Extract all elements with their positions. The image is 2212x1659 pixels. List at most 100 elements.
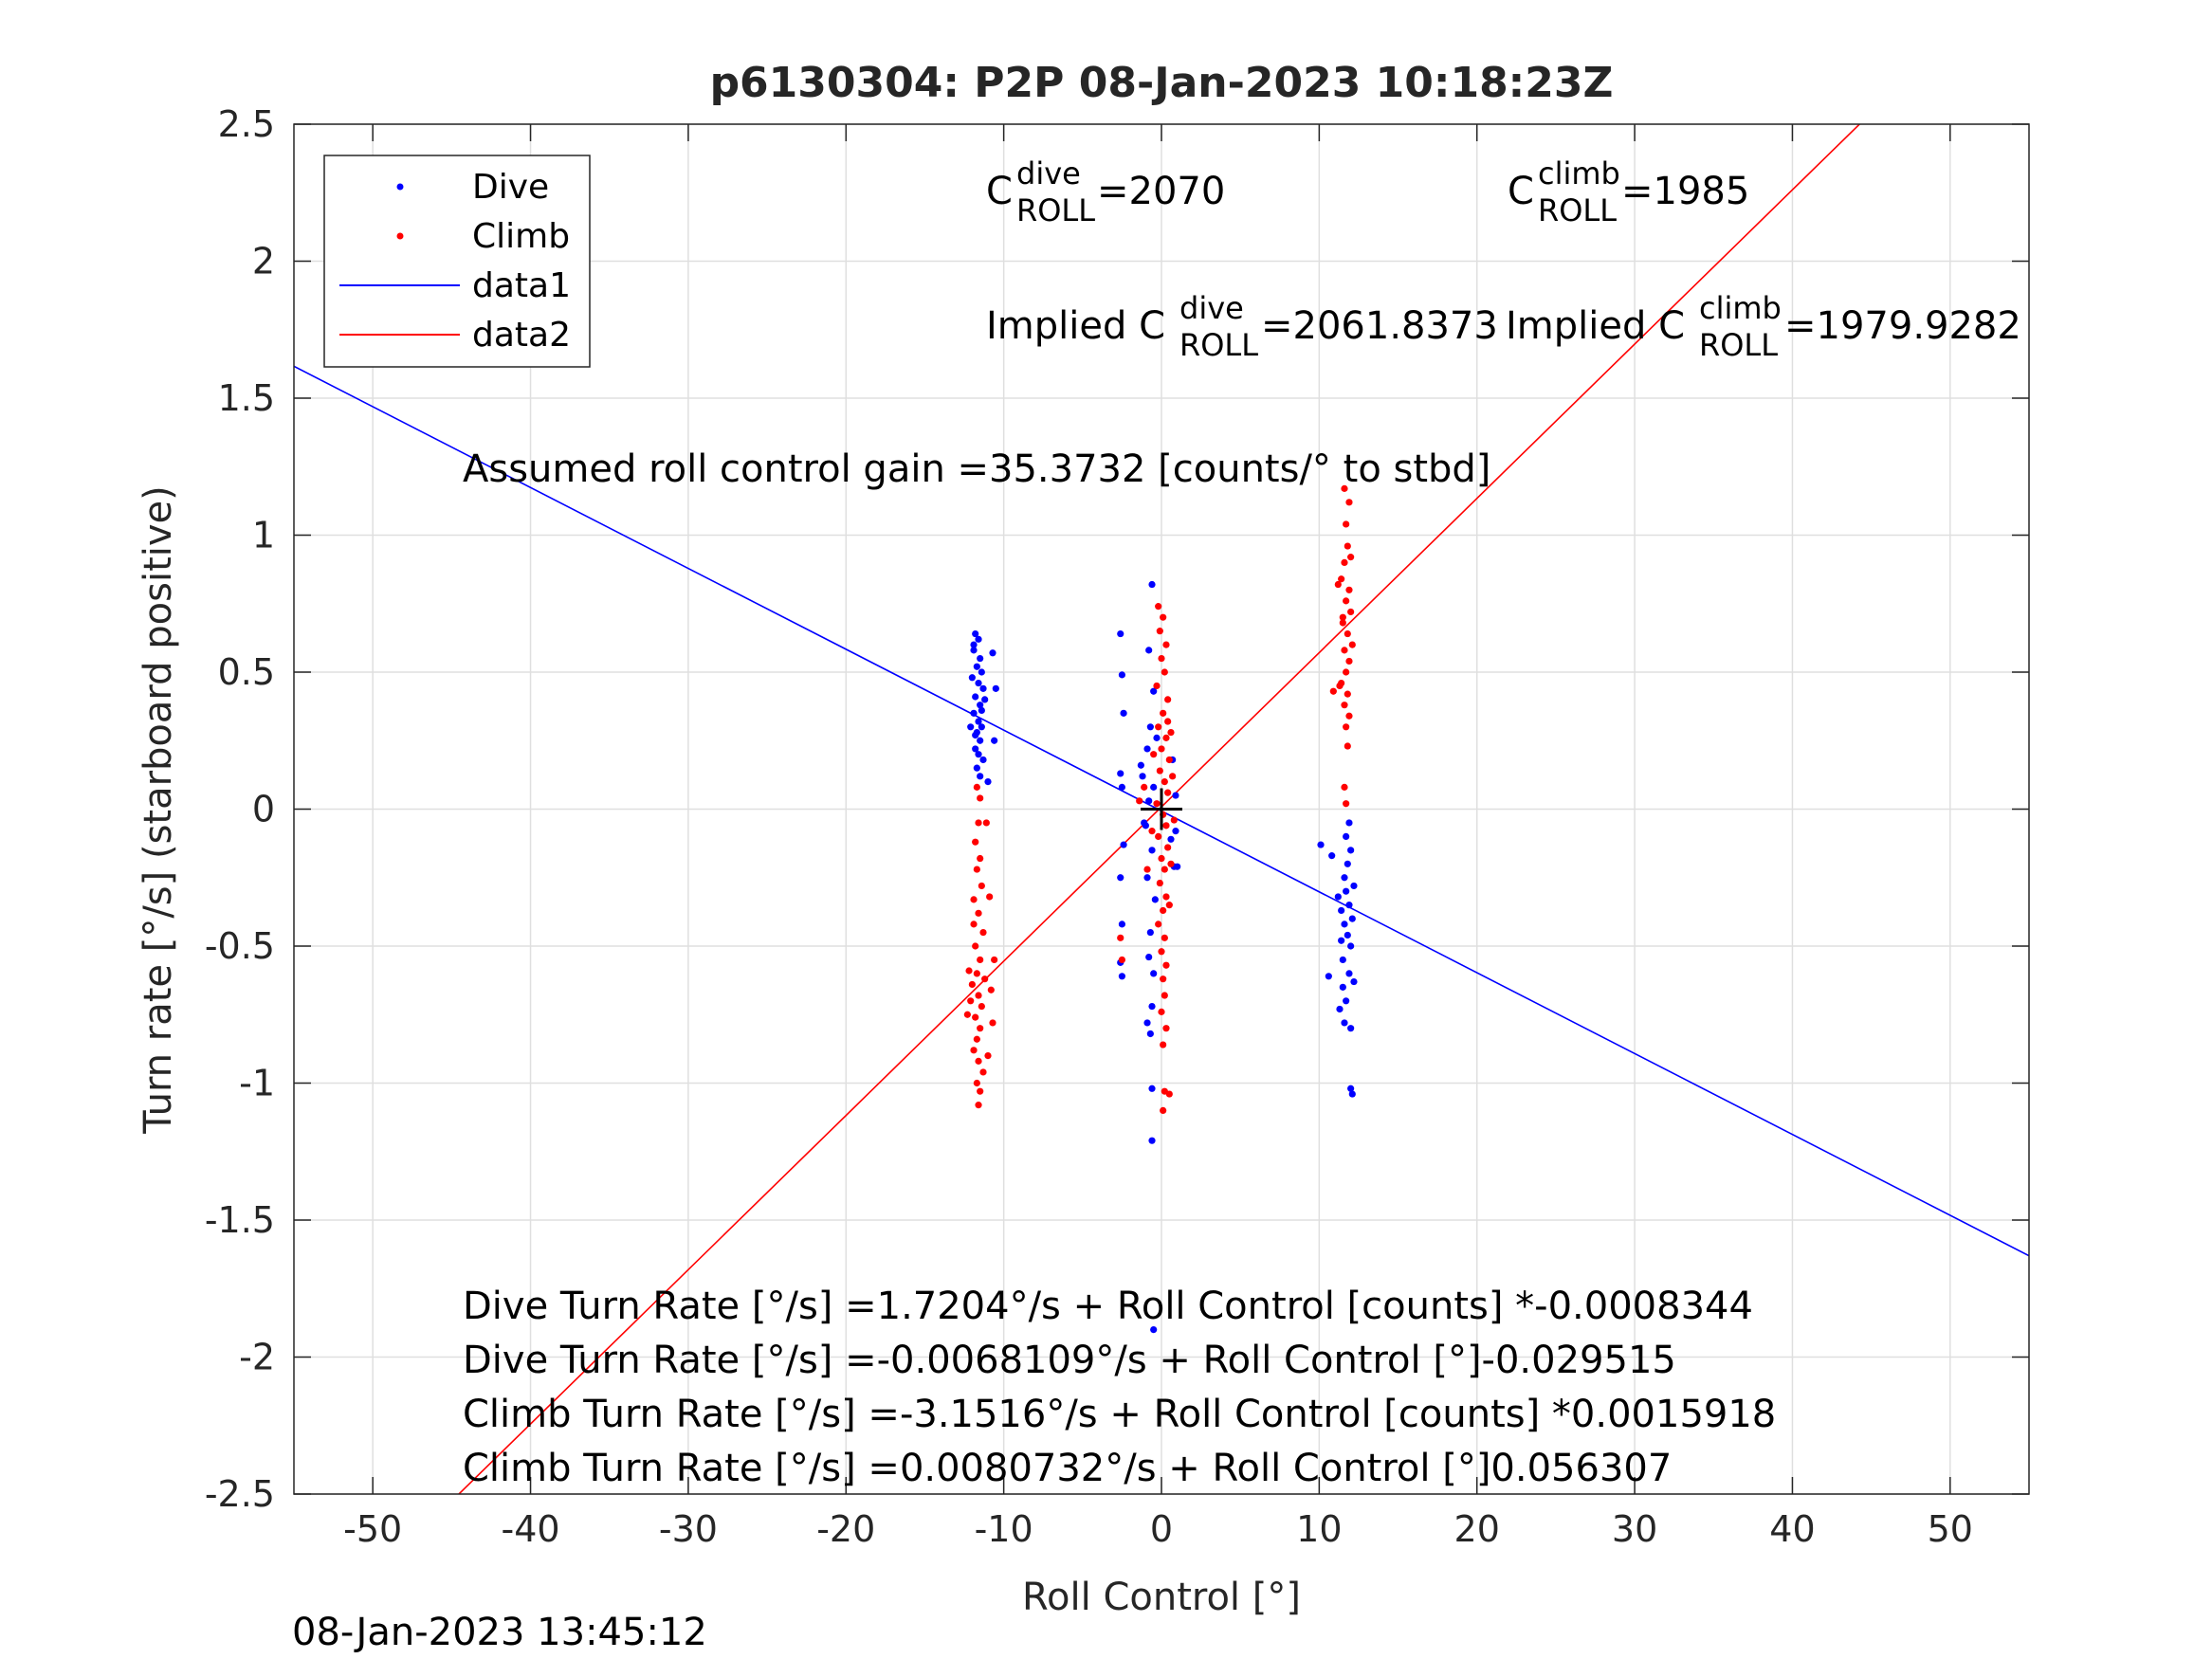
point-climb — [1155, 832, 1162, 841]
point-climb — [1164, 696, 1172, 703]
c-climb-annotation: C climb ROLL =1985 — [1508, 155, 1749, 228]
point-climb — [1334, 580, 1342, 589]
implied-climb-sup: climb — [1699, 290, 1782, 326]
implied-dive-sub: ROLL — [1179, 327, 1258, 363]
point-climb — [1143, 866, 1151, 873]
y-axis-label: Turn rate [°/s] (starboard positive) — [137, 485, 180, 1135]
point-dive — [991, 737, 998, 744]
equation-climb-counts: Climb Turn Rate [°/s] =-3.1516°/s + Roll… — [463, 1393, 1776, 1436]
point-dive — [1343, 887, 1350, 895]
point-dive — [1343, 832, 1350, 841]
point-dive — [1172, 792, 1179, 799]
point-dive — [978, 706, 985, 715]
x-tick-label: -10 — [975, 1508, 1033, 1550]
point-dive — [1317, 841, 1325, 848]
point-dive — [970, 709, 978, 717]
implied-climb-prefix: Implied C — [1506, 304, 1685, 348]
scatter-points — [963, 484, 1358, 1334]
point-climb — [1343, 520, 1350, 528]
point-dive — [1350, 882, 1358, 890]
point-climb — [1336, 682, 1344, 690]
point-dive — [973, 663, 980, 670]
c-dive-sub: ROLL — [1016, 192, 1095, 228]
point-climb — [1165, 756, 1173, 764]
point-climb — [1165, 1090, 1173, 1098]
point-climb — [970, 1047, 978, 1054]
point-climb — [989, 1019, 996, 1027]
point-dive — [1120, 709, 1127, 717]
point-climb — [1162, 734, 1170, 741]
point-climb — [984, 1052, 992, 1060]
point-climb — [968, 980, 976, 989]
point-climb — [1344, 742, 1351, 750]
point-climb — [1161, 668, 1168, 676]
legend-dive-label: Dive — [472, 168, 549, 207]
point-dive — [972, 745, 979, 753]
point-climb — [1339, 613, 1346, 621]
point-climb — [1341, 558, 1348, 567]
point-dive — [1339, 956, 1346, 964]
point-climb — [991, 956, 998, 964]
point-climb — [1341, 647, 1348, 654]
implied-climb-annotation: Implied C climb ROLL =1979.9282 — [1506, 290, 2021, 363]
point-climb — [1164, 718, 1172, 725]
point-dive — [1151, 896, 1159, 903]
point-climb — [1117, 934, 1124, 941]
point-climb — [1347, 608, 1355, 616]
x-tick-label: 50 — [1928, 1508, 1973, 1550]
point-dive — [1117, 874, 1124, 882]
point-climb — [973, 1035, 980, 1043]
point-dive — [1153, 734, 1161, 741]
point-climb — [1345, 499, 1353, 506]
point-climb — [977, 1025, 984, 1032]
point-dive — [1148, 580, 1156, 589]
y-tick-label: 1 — [252, 515, 275, 556]
point-dive — [1145, 797, 1153, 805]
y-tick-label: 0 — [252, 789, 275, 830]
point-dive — [978, 723, 985, 731]
point-dive — [992, 684, 999, 692]
point-climb — [1167, 860, 1175, 867]
point-climb — [1345, 586, 1353, 593]
point-dive — [1143, 745, 1151, 753]
point-climb — [970, 896, 978, 903]
point-climb — [973, 783, 980, 791]
x-tick-label: -50 — [343, 1508, 402, 1550]
point-dive — [1344, 931, 1351, 939]
c-climb-value: =1985 — [1621, 170, 1749, 213]
x-tick-label: -20 — [816, 1508, 875, 1550]
point-dive — [1148, 847, 1156, 854]
point-dive — [984, 778, 992, 786]
point-dive — [977, 773, 984, 780]
point-climb — [1136, 797, 1143, 805]
point-dive — [1174, 863, 1181, 870]
point-dive — [977, 737, 984, 744]
point-dive — [1341, 874, 1348, 882]
point-dive — [1145, 953, 1153, 961]
point-dive — [1347, 847, 1355, 854]
point-dive — [968, 674, 976, 682]
point-dive — [970, 641, 978, 648]
y-tick-label: -2.5 — [205, 1473, 275, 1515]
c-climb-sub: ROLL — [1538, 192, 1617, 228]
point-dive — [972, 629, 979, 638]
point-dive — [1143, 874, 1151, 882]
point-dive — [972, 731, 979, 739]
point-dive — [1150, 783, 1158, 791]
legend-box — [323, 155, 591, 368]
legend-climb-marker — [396, 232, 404, 240]
y-tick-label: -2 — [239, 1337, 275, 1378]
point-climb — [965, 967, 973, 975]
point-dive — [1338, 937, 1345, 944]
point-climb — [978, 882, 985, 890]
point-climb — [967, 997, 975, 1005]
point-dive — [973, 764, 980, 772]
point-dive — [1120, 841, 1127, 848]
c-dive-prefix: C — [986, 170, 1013, 213]
point-climb — [1162, 961, 1170, 969]
point-dive — [1150, 687, 1158, 695]
x-tick-label: 30 — [1612, 1508, 1657, 1550]
point-climb — [1156, 767, 1163, 775]
point-climb — [1344, 542, 1351, 550]
